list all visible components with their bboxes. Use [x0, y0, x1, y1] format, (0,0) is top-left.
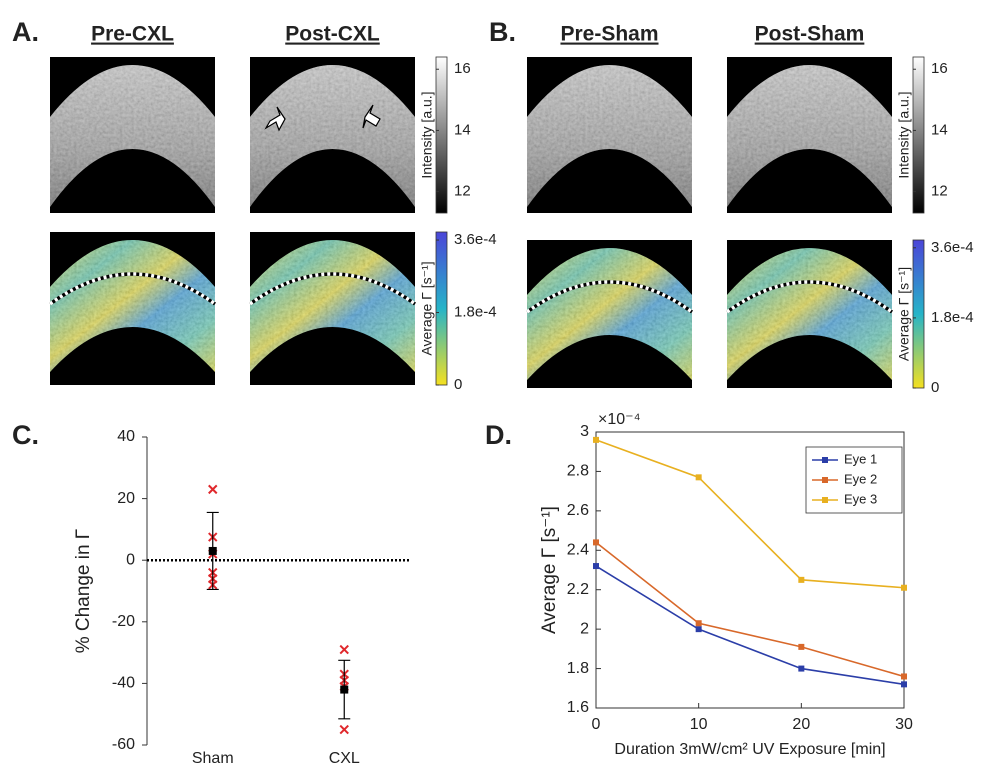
- legend-marker: [822, 497, 828, 503]
- cornea-texture: [50, 65, 215, 207]
- marker: [798, 576, 805, 583]
- legend-label: Eye 3: [844, 491, 877, 506]
- panel-label: C.: [12, 420, 39, 450]
- column-title: Pre-Sham: [560, 23, 658, 46]
- point: [208, 484, 218, 495]
- panel-label: A.: [12, 17, 39, 47]
- y-tick-label: 1.8: [567, 660, 589, 677]
- rate-texture: [727, 248, 892, 380]
- marker: [901, 584, 907, 591]
- y-tick-label: 40: [117, 428, 135, 445]
- colorbar-tick-label: 16: [931, 60, 948, 77]
- y-tick-label: 2.2: [567, 581, 589, 598]
- rate-texture: [527, 248, 692, 380]
- y-tick-label: -60: [112, 736, 135, 753]
- legend-label: Eye 2: [844, 471, 877, 486]
- y-tick-label: 0: [126, 551, 135, 568]
- colorbar-tick-label: 14: [454, 121, 471, 138]
- colorbar: [435, 56, 448, 214]
- cornea-texture: [250, 65, 415, 207]
- y-tick-label: -20: [112, 613, 135, 630]
- colorbar-tick-label: 14: [931, 121, 948, 138]
- colorbar-tick-label: 0: [454, 376, 462, 393]
- legend-marker: [822, 477, 828, 483]
- colorbar-tick-label: 12: [454, 183, 471, 200]
- series-line: [595, 541, 905, 678]
- marker: [695, 626, 702, 633]
- marker: [901, 673, 907, 680]
- marker: [593, 436, 599, 443]
- y-tick-label: 20: [117, 490, 135, 507]
- marker: [593, 539, 599, 546]
- colorbar-tick-label: 16: [454, 60, 471, 77]
- y-tick-label: 2.8: [567, 463, 589, 480]
- series-line: [595, 565, 905, 686]
- colorbar-tick-label: 1.8e-4: [931, 309, 974, 326]
- panel-label: D.: [485, 420, 512, 450]
- panel-label: B.: [489, 17, 516, 47]
- rate-texture: [250, 240, 415, 372]
- colorbar-label: Average Γ [s⁻¹]: [896, 267, 912, 361]
- colorbar-tick-label: 3.6e-4: [454, 231, 497, 248]
- mean: [340, 685, 349, 694]
- marker: [695, 474, 702, 481]
- colorbar-tick-label: 12: [931, 183, 948, 200]
- y-tick-label: 2.4: [567, 542, 589, 559]
- point: [339, 724, 349, 735]
- x-axis-label: Duration 3mW/cm² UV Exposure [min]: [614, 741, 885, 758]
- colorbar-label: Intensity [a.u.]: [896, 91, 912, 178]
- y-axis-label: Average Γ [s⁻¹]: [539, 506, 560, 634]
- marker: [798, 643, 805, 650]
- marker: [798, 665, 805, 672]
- colorbar-tick-label: 1.8e-4: [454, 303, 497, 320]
- colorbar-tick-label: 3.6e-4: [931, 239, 974, 256]
- colorbar: [912, 56, 925, 214]
- x-tick-label: 30: [895, 716, 913, 733]
- marker: [901, 681, 907, 688]
- legend-label: Eye 1: [844, 451, 877, 466]
- point: [339, 644, 349, 655]
- x-tick-label: CXL: [329, 750, 360, 767]
- colorbar: [435, 231, 448, 386]
- x-tick-label: Sham: [192, 750, 234, 767]
- x-tick-label: 0: [592, 716, 601, 733]
- arrow: [264, 106, 286, 132]
- y-axis-label: % Change in Γ: [73, 529, 94, 654]
- marker: [695, 620, 702, 627]
- y-tick-label: 1.6: [567, 699, 589, 716]
- x-tick-label: 10: [690, 716, 708, 733]
- marker: [593, 563, 599, 570]
- y-multiplier: ×10⁻⁴: [598, 411, 641, 428]
- boundary: [248, 272, 417, 306]
- y-tick-label: 3: [580, 423, 589, 440]
- colorbar-label: Intensity [a.u.]: [419, 91, 435, 178]
- y-tick-label: 2.6: [567, 502, 589, 519]
- colorbar-tick-label: 0: [931, 379, 939, 396]
- column-title: Pre-CXL: [91, 23, 174, 46]
- y-tick-label: 2: [580, 620, 589, 637]
- colorbar-label: Average Γ [s⁻¹]: [419, 261, 435, 355]
- arrow: [362, 104, 381, 129]
- y-tick-label: -40: [112, 675, 135, 692]
- boundary: [525, 280, 694, 314]
- x-tick-label: 20: [792, 716, 810, 733]
- series-line: [595, 439, 905, 589]
- legend-marker: [822, 457, 828, 463]
- cornea-texture: [527, 65, 692, 207]
- column-title: Post-Sham: [755, 23, 865, 46]
- boundary: [48, 272, 217, 306]
- cornea-texture: [727, 65, 892, 207]
- boundary: [725, 280, 894, 314]
- column-title: Post-CXL: [285, 23, 380, 46]
- rate-texture: [50, 240, 215, 372]
- mean: [208, 546, 217, 555]
- colorbar: [912, 239, 925, 389]
